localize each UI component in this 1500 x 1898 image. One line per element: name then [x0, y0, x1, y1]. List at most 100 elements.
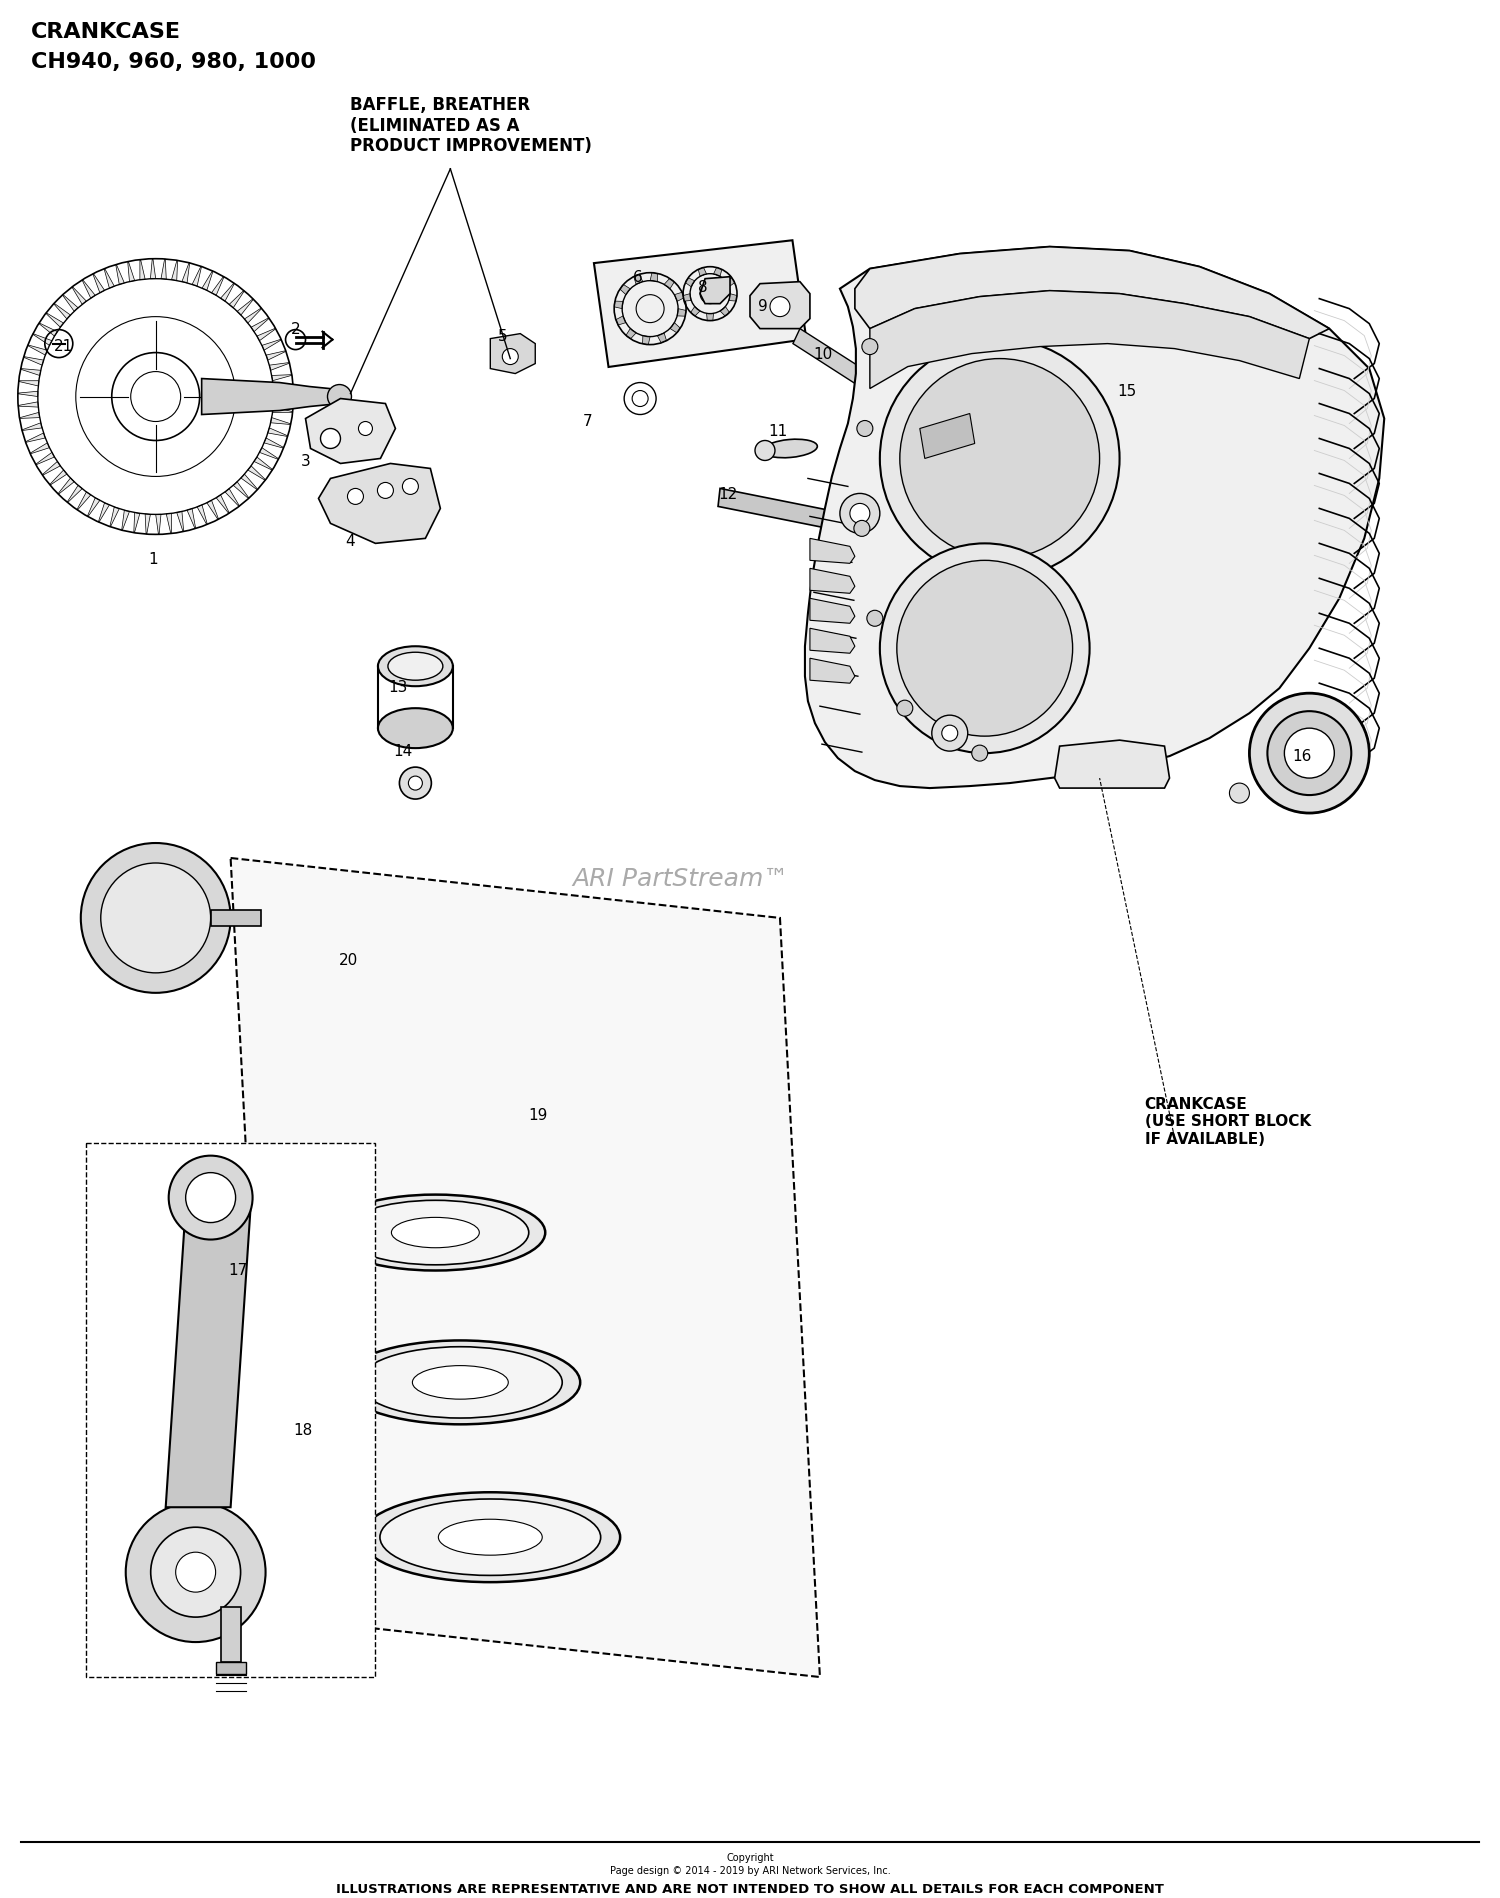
Text: ARI PartStream™: ARI PartStream™: [572, 867, 789, 890]
Bar: [210, 911, 261, 926]
Text: 18: 18: [294, 1422, 314, 1437]
Polygon shape: [150, 260, 156, 279]
Polygon shape: [273, 408, 292, 414]
Polygon shape: [264, 438, 284, 450]
Text: 3: 3: [300, 454, 310, 469]
Text: 11: 11: [768, 423, 788, 438]
Ellipse shape: [360, 1492, 620, 1583]
Polygon shape: [207, 501, 219, 520]
Polygon shape: [682, 294, 692, 302]
Ellipse shape: [380, 1499, 600, 1575]
Polygon shape: [93, 275, 105, 294]
Polygon shape: [729, 294, 736, 302]
Polygon shape: [231, 858, 820, 1678]
Polygon shape: [273, 387, 292, 393]
Text: 9: 9: [758, 300, 768, 313]
Polygon shape: [266, 351, 286, 361]
Circle shape: [327, 385, 351, 410]
Text: 17: 17: [228, 1262, 248, 1277]
Ellipse shape: [1132, 418, 1178, 437]
Polygon shape: [30, 444, 50, 456]
Polygon shape: [273, 397, 294, 402]
Circle shape: [81, 843, 231, 993]
Polygon shape: [27, 345, 48, 357]
Polygon shape: [110, 507, 120, 528]
Polygon shape: [166, 514, 171, 533]
Polygon shape: [63, 296, 78, 311]
Polygon shape: [76, 493, 92, 511]
Polygon shape: [270, 418, 291, 425]
Polygon shape: [714, 268, 722, 277]
Circle shape: [1268, 712, 1352, 795]
Text: Page design © 2014 - 2019 by ARI Network Services, Inc.: Page design © 2014 - 2019 by ARI Network…: [609, 1866, 891, 1875]
Circle shape: [176, 1553, 216, 1592]
Polygon shape: [270, 363, 290, 372]
Polygon shape: [46, 313, 63, 328]
Polygon shape: [810, 659, 855, 683]
Polygon shape: [810, 539, 855, 564]
Polygon shape: [318, 465, 441, 545]
Polygon shape: [216, 495, 229, 514]
Polygon shape: [620, 285, 630, 296]
Ellipse shape: [378, 647, 453, 687]
Polygon shape: [20, 414, 39, 419]
Polygon shape: [128, 262, 135, 283]
Polygon shape: [251, 319, 268, 332]
Ellipse shape: [388, 653, 442, 681]
Polygon shape: [810, 628, 855, 655]
Polygon shape: [182, 264, 189, 285]
Polygon shape: [220, 285, 234, 302]
Polygon shape: [248, 467, 266, 480]
Circle shape: [503, 349, 519, 366]
Polygon shape: [122, 511, 129, 531]
Circle shape: [850, 505, 870, 524]
Polygon shape: [33, 334, 53, 345]
Polygon shape: [116, 266, 124, 285]
Polygon shape: [18, 381, 39, 387]
Polygon shape: [676, 309, 686, 317]
Polygon shape: [810, 569, 855, 594]
Polygon shape: [211, 277, 223, 296]
Circle shape: [856, 421, 873, 437]
Polygon shape: [690, 307, 700, 317]
Polygon shape: [698, 268, 706, 277]
Polygon shape: [806, 247, 1384, 790]
Ellipse shape: [413, 1367, 509, 1399]
Ellipse shape: [378, 708, 453, 748]
Polygon shape: [794, 330, 984, 461]
Polygon shape: [272, 376, 292, 381]
Ellipse shape: [392, 1219, 480, 1249]
Polygon shape: [86, 1143, 375, 1678]
Text: 7: 7: [584, 414, 592, 429]
Circle shape: [168, 1156, 252, 1239]
Polygon shape: [718, 490, 870, 537]
Text: 21: 21: [54, 340, 74, 353]
Polygon shape: [160, 260, 166, 281]
Text: 19: 19: [528, 1108, 548, 1122]
Circle shape: [897, 700, 914, 717]
Circle shape: [321, 429, 340, 450]
Polygon shape: [237, 300, 254, 315]
Circle shape: [942, 725, 958, 742]
Circle shape: [867, 611, 883, 626]
Text: 8: 8: [698, 281, 708, 294]
Polygon shape: [68, 486, 82, 503]
Polygon shape: [21, 370, 40, 376]
Circle shape: [348, 490, 363, 505]
Text: 10: 10: [813, 347, 832, 363]
Polygon shape: [36, 454, 54, 465]
Text: 13: 13: [388, 679, 408, 695]
Circle shape: [900, 359, 1100, 560]
Text: 15: 15: [1118, 383, 1137, 399]
Ellipse shape: [1132, 395, 1178, 414]
Polygon shape: [18, 393, 38, 397]
Circle shape: [1250, 695, 1370, 814]
Polygon shape: [657, 334, 666, 344]
Circle shape: [770, 298, 790, 317]
Polygon shape: [165, 1182, 250, 1507]
Circle shape: [897, 562, 1072, 736]
Text: 2: 2: [291, 323, 300, 338]
Polygon shape: [616, 317, 626, 326]
Polygon shape: [920, 414, 975, 459]
Polygon shape: [686, 279, 694, 288]
